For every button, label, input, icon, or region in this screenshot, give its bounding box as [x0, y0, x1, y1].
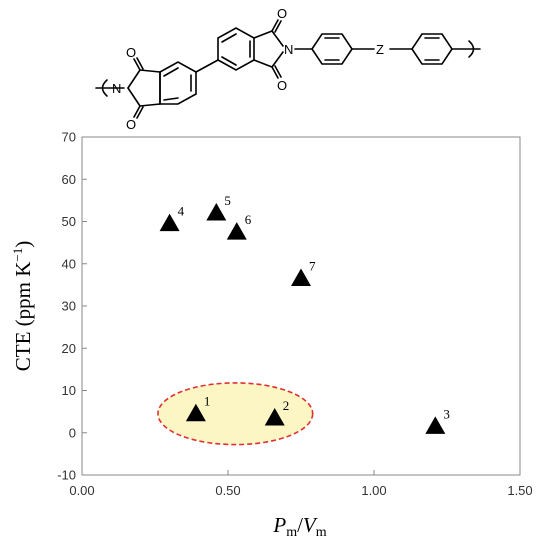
atom-z: Z: [376, 42, 384, 57]
chemical-structure: [95, 19, 481, 119]
y-tick-label: 40: [62, 256, 76, 271]
x-tick-label: 1.50: [507, 483, 532, 498]
scatter-plot: -10 0 10 20 30 40 50 60 70 0.00 0.50 1.00 1.50 1 2 3 4 5…: [57, 130, 532, 499]
data-point-1: [185, 403, 206, 422]
x-tick-label: 0.50: [215, 483, 240, 498]
x-axis-title: Pm/Vm: [272, 513, 326, 540]
atom-o-1: O: [126, 45, 136, 60]
y-tick-label: 70: [62, 130, 76, 145]
data-point-2: [264, 407, 285, 426]
y-tick-label: -10: [57, 468, 76, 483]
x-tick-label: 1.00: [361, 483, 386, 498]
y-tick-label: 0: [69, 425, 76, 440]
point-label-4: 4: [178, 204, 185, 219]
atom-n-right: N: [284, 42, 293, 57]
point-label-6: 6: [245, 212, 252, 227]
y-tick-label: 20: [62, 341, 76, 356]
y-tick-label: 10: [62, 383, 76, 398]
data-point-7: [291, 268, 311, 287]
atom-o-2: O: [126, 117, 136, 132]
point-label-3: 3: [443, 406, 450, 421]
point-label-7: 7: [309, 259, 316, 274]
y-axis-title: CTE (ppm K−1): [10, 241, 35, 372]
point-label-1: 1: [204, 394, 211, 409]
y-tick-label: 30: [62, 299, 76, 314]
highlight-ellipse: [157, 382, 314, 446]
right-bracket: [468, 40, 475, 58]
y-tick-label: 60: [62, 172, 76, 187]
data-point-3: [425, 416, 446, 434]
point-label-5: 5: [224, 193, 231, 208]
data-point-5: [206, 203, 227, 221]
y-tick-label: 50: [62, 214, 76, 229]
atom-o-4: O: [277, 78, 287, 93]
point-label-2: 2: [283, 398, 290, 413]
data-point-4: [159, 213, 180, 232]
atom-o-3: O: [277, 6, 287, 21]
x-tick-label: 0.00: [69, 483, 94, 498]
data-point-6: [226, 222, 247, 240]
atom-n-left: N: [112, 81, 121, 96]
